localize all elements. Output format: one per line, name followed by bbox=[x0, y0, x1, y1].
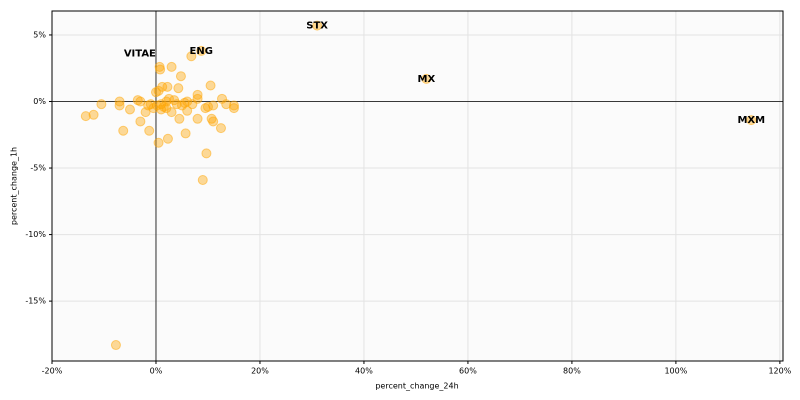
point bbox=[201, 148, 212, 159]
point bbox=[174, 113, 185, 124]
point bbox=[208, 100, 219, 111]
x-axis-label: percent_change_24h bbox=[375, 382, 458, 391]
point bbox=[144, 125, 155, 136]
point bbox=[746, 115, 757, 126]
point bbox=[228, 103, 239, 114]
point bbox=[175, 71, 186, 82]
point bbox=[182, 105, 193, 116]
x-tick-label: 80% bbox=[563, 367, 581, 376]
x-tick-label: -20% bbox=[42, 367, 63, 376]
point bbox=[196, 45, 207, 56]
point bbox=[421, 73, 432, 84]
point bbox=[166, 61, 177, 72]
x-tick-label: 40% bbox=[355, 367, 373, 376]
point bbox=[153, 137, 164, 148]
point bbox=[173, 83, 184, 94]
point bbox=[197, 175, 208, 186]
point bbox=[80, 111, 91, 122]
y-tick-label: -10% bbox=[25, 230, 46, 239]
point bbox=[208, 116, 219, 127]
point bbox=[114, 96, 125, 107]
x-tick-label: 100% bbox=[664, 367, 687, 376]
point bbox=[192, 93, 203, 104]
x-tick-label: 60% bbox=[459, 367, 477, 376]
point bbox=[221, 99, 232, 110]
point bbox=[155, 64, 166, 75]
y-tick-label: 5% bbox=[33, 30, 46, 39]
x-tick-label: 120% bbox=[768, 367, 791, 376]
point bbox=[135, 116, 146, 127]
annotation: MX bbox=[418, 74, 436, 85]
point bbox=[88, 109, 99, 120]
x-tick-label: 0% bbox=[150, 367, 163, 376]
point bbox=[110, 340, 121, 351]
point bbox=[192, 113, 203, 124]
point bbox=[162, 133, 173, 144]
point bbox=[166, 107, 177, 118]
point bbox=[215, 123, 226, 134]
plot-frame bbox=[51, 10, 784, 362]
point bbox=[192, 89, 203, 100]
point bbox=[157, 81, 168, 92]
annotation: STX bbox=[306, 21, 328, 32]
annotation: MXM bbox=[737, 115, 765, 126]
x-tick-label: 20% bbox=[251, 367, 269, 376]
y-tick-label: -5% bbox=[30, 164, 46, 173]
annotation: ENG bbox=[190, 46, 213, 57]
point bbox=[180, 128, 191, 139]
point bbox=[205, 80, 216, 91]
point bbox=[135, 96, 146, 107]
y-axis-label: percent_change_1h bbox=[10, 147, 19, 225]
point bbox=[118, 125, 129, 136]
point bbox=[312, 20, 323, 31]
plot-area bbox=[52, 11, 783, 361]
y-tick-label: 0% bbox=[33, 97, 46, 106]
annotation: VITAE bbox=[124, 49, 156, 60]
point bbox=[186, 51, 197, 62]
y-tick-label: -15% bbox=[25, 297, 46, 306]
point bbox=[228, 100, 239, 111]
point bbox=[162, 81, 173, 92]
point bbox=[96, 99, 107, 110]
point bbox=[114, 100, 125, 111]
point bbox=[124, 104, 135, 115]
